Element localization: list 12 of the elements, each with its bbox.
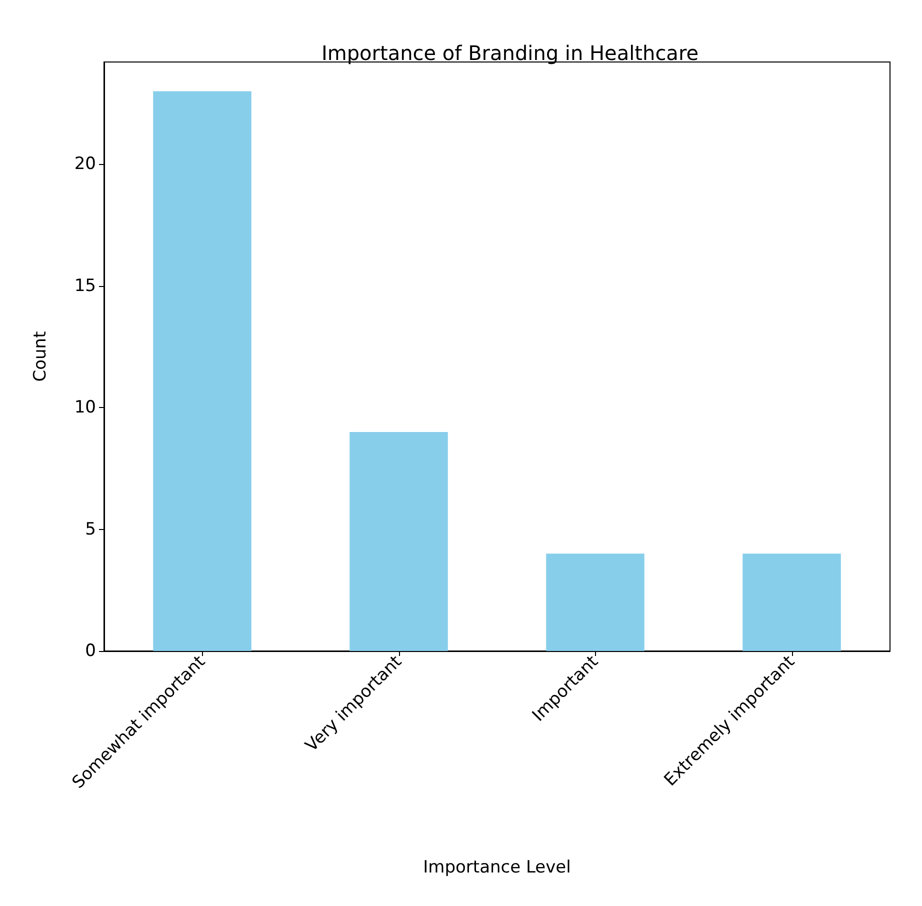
bar — [546, 554, 644, 651]
chart-title: Importance of Branding in Healthcare — [321, 41, 699, 65]
x-axis-title: Importance Level — [423, 858, 571, 878]
bar — [153, 91, 252, 651]
y-tick-label: 10 — [74, 398, 96, 418]
y-tick-label: 5 — [85, 519, 96, 540]
y-axis-title: Count — [30, 330, 50, 382]
y-tick-label: 15 — [74, 276, 96, 296]
bar — [350, 432, 448, 651]
bar — [742, 554, 841, 651]
y-tick-label: 20 — [74, 154, 96, 174]
y-tick-label: 0 — [85, 641, 96, 661]
